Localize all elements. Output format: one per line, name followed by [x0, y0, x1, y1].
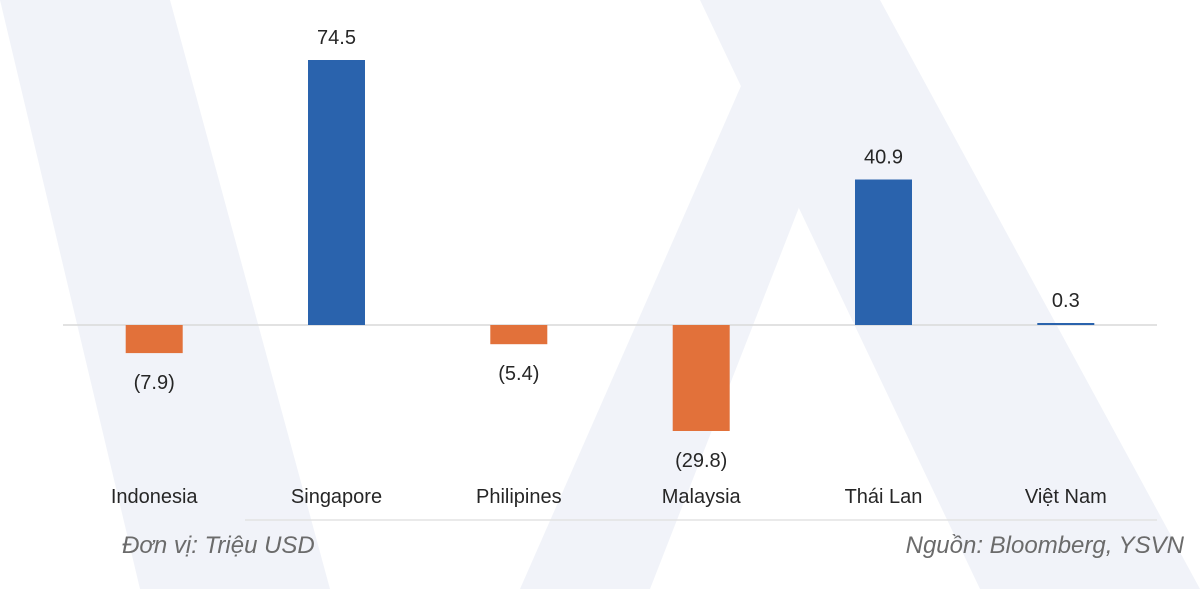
bar-thai-lan [855, 179, 912, 325]
category-label-singapore: Singapore [291, 486, 382, 508]
bar-viet-nam [1037, 323, 1095, 325]
category-label-philipines: Philipines [476, 486, 562, 508]
unit-note: Đơn vị: Triệu USD [122, 532, 315, 559]
watermark-middle-stroke [520, 0, 880, 589]
value-label-thai-lan: 40.9 [864, 147, 903, 169]
bar-malaysia [672, 325, 730, 431]
value-labels-group: (7.9) 74.5 (5.4) (29.8) 40.9 0.3 [134, 27, 1080, 472]
value-label-singapore: 74.5 [317, 27, 356, 49]
category-label-malaysia: Malaysia [662, 486, 742, 508]
category-label-thai-lan: Thái Lan [845, 486, 923, 508]
watermark-right-stroke [700, 0, 1200, 589]
value-label-philipines: (5.4) [498, 363, 539, 385]
bar-singapore [308, 60, 365, 325]
value-label-malaysia: (29.8) [675, 450, 727, 472]
category-labels-group: Indonesia Singapore Philipines Malaysia Thái… [111, 486, 1107, 508]
bars-group [125, 60, 1095, 431]
value-label-indonesia: (7.9) [134, 372, 175, 394]
watermark-left-stroke [0, 0, 330, 589]
bar-indonesia [125, 325, 183, 354]
category-label-viet-nam: Việt Nam [1025, 486, 1107, 508]
value-label-viet-nam: 0.3 [1052, 290, 1080, 312]
source-note: Nguồn: Bloomberg, YSVN [905, 532, 1184, 559]
category-label-indonesia: Indonesia [111, 486, 199, 508]
bar-philipines [490, 325, 548, 345]
